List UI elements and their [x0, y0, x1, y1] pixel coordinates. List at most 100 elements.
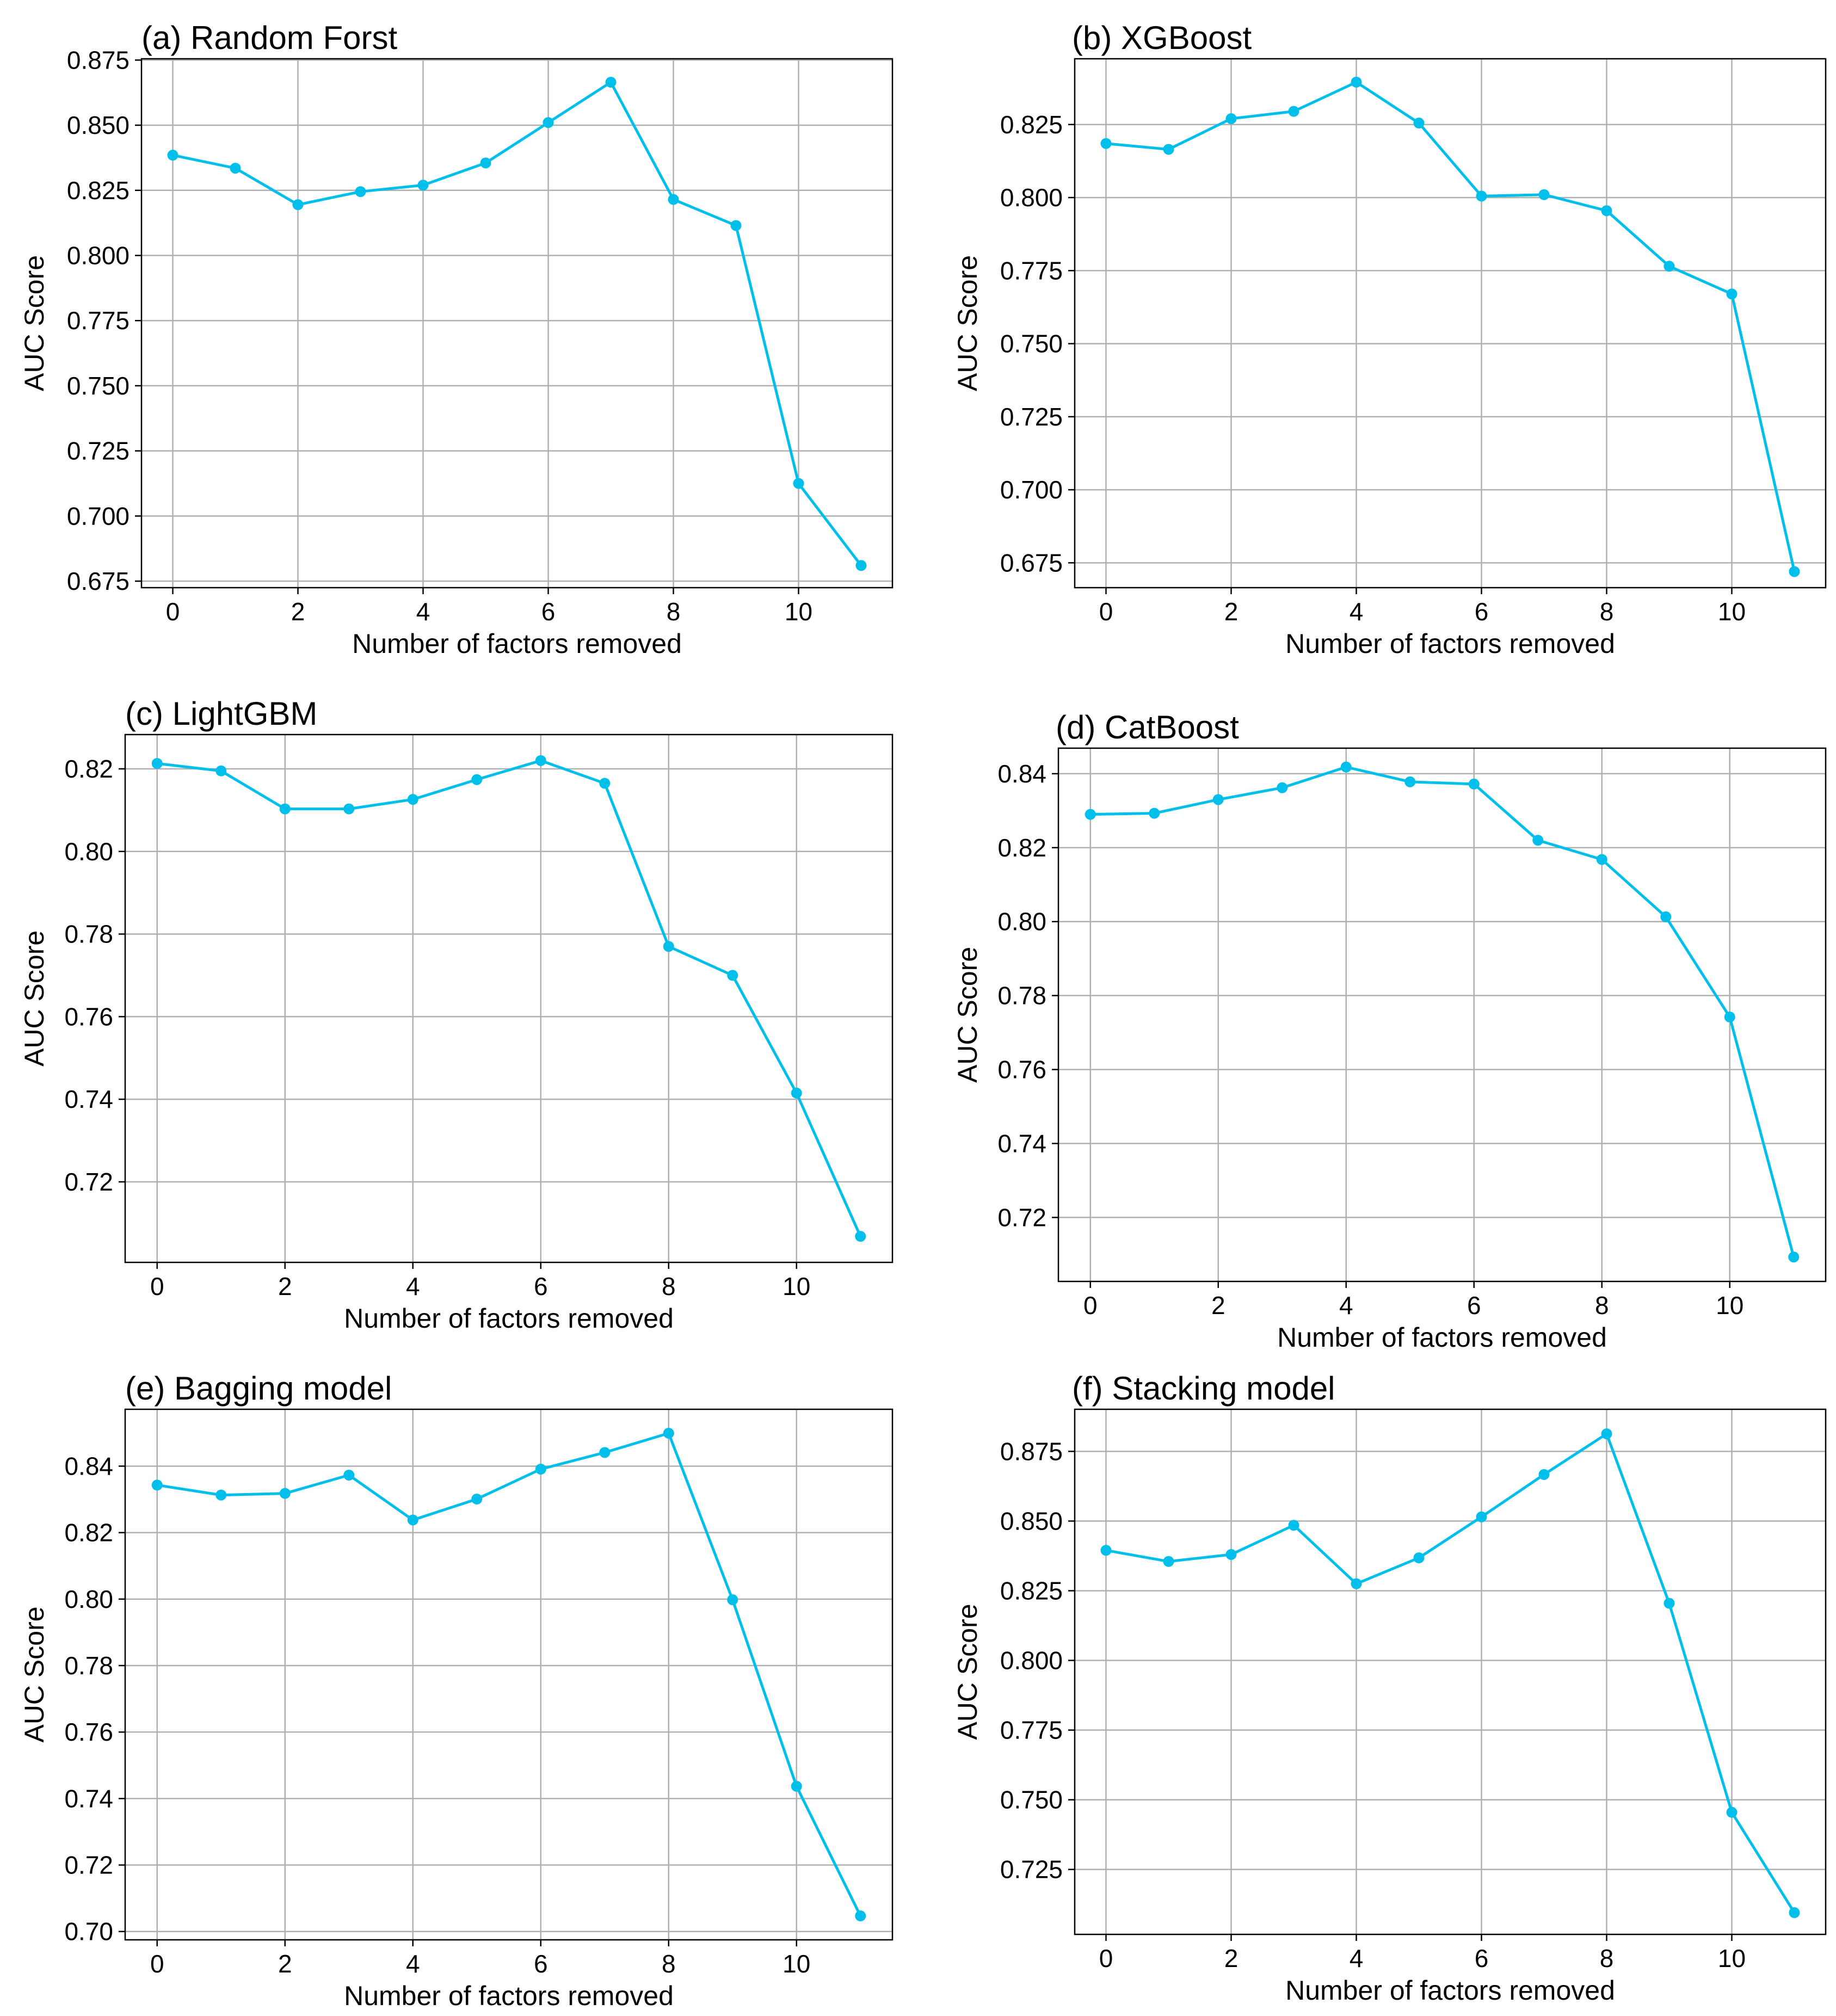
series-line [1106, 81, 1796, 572]
panel-title: (e) Bagging model [125, 1370, 392, 1407]
data-point [1788, 1251, 1800, 1263]
data-point [480, 157, 491, 169]
x-tick-label: 2 [1224, 597, 1239, 626]
y-axis-label: AUC Score [952, 947, 983, 1083]
x-tick-label: 0 [166, 597, 180, 626]
data-point [279, 1488, 291, 1499]
x-tick-label: 8 [1600, 597, 1614, 626]
x-tick-label: 8 [662, 1272, 676, 1300]
plot-frame [124, 1408, 894, 1941]
x-tick-label: 0 [1083, 1291, 1098, 1320]
y-tick-label: 0.775 [1000, 256, 1063, 285]
x-tick-label: 2 [1224, 1944, 1239, 1972]
y-tick-label: 0.84 [997, 760, 1046, 788]
y-tick-label: 0.825 [67, 176, 130, 205]
x-tick-label: 4 [1339, 1291, 1353, 1320]
data-point [1212, 794, 1224, 805]
x-tick-label: 8 [1600, 1944, 1614, 1972]
data-point [1085, 809, 1096, 820]
data-point [1476, 1511, 1487, 1522]
y-tick-label: 0.750 [67, 372, 130, 400]
data-point [727, 1594, 738, 1606]
x-tick-label: 0 [1099, 1944, 1113, 1972]
y-axis-label: AUC Score [952, 255, 983, 391]
data-point [151, 1479, 163, 1491]
x-tick-label: 6 [541, 597, 556, 626]
x-axis-label: Number of factors removed [344, 1981, 674, 2011]
panel-c: 0 2 4 6 8 10 0.72 0.74 0.76 0.78 0.80 0.82 Number of… [19, 695, 894, 1334]
data-point [1538, 1469, 1550, 1480]
data-point [791, 1780, 802, 1792]
x-tick-label: 0 [150, 1950, 164, 1978]
data-point [292, 199, 304, 211]
panel-e: 0 2 4 6 8 10 0.70 0.72 0.74 0.76 0.78 0.80 0.82 0.84 N… [19, 1370, 894, 2011]
data-point [1404, 776, 1416, 787]
data-point [471, 774, 483, 785]
data-point [151, 758, 163, 769]
y-axis-label: AUC Score [19, 930, 50, 1066]
data-point [1789, 566, 1800, 577]
data-point [1225, 1549, 1237, 1560]
y-tick-label: 0.74 [64, 1085, 113, 1113]
data-point [1100, 138, 1112, 149]
data-point [599, 778, 611, 789]
data-point [855, 1910, 866, 1922]
x-tick-label: 2 [291, 597, 305, 626]
panel-title: (c) LightGBM [125, 695, 317, 732]
data-point [1413, 118, 1425, 129]
x-tick-label: 2 [278, 1950, 292, 1978]
data-point [1413, 1552, 1425, 1564]
y-tick-label: 0.875 [67, 46, 130, 74]
data-point [605, 77, 617, 88]
data-point [1100, 1545, 1112, 1556]
x-tick-label: 8 [1595, 1291, 1609, 1320]
data-point [1163, 1556, 1174, 1567]
plot-frame [1074, 58, 1827, 589]
plot-frame [140, 58, 894, 589]
y-tick-label: 0.72 [64, 1168, 113, 1196]
data-point [793, 478, 804, 489]
data-point [471, 1493, 483, 1505]
x-tick-label: 6 [534, 1272, 548, 1300]
y-axis-label: AUC Score [19, 255, 50, 391]
panel-d: 0 2 4 6 8 10 0.72 0.74 0.76 0.78 0.80 0.82 0.84 Numbe… [952, 709, 1827, 1353]
data-point [535, 1463, 546, 1475]
x-tick-label: 6 [534, 1950, 548, 1978]
data-point [663, 1427, 674, 1439]
y-tick-label: 0.82 [997, 834, 1046, 862]
x-axis-label: Number of factors removed [1285, 1975, 1615, 2006]
data-point [407, 1514, 418, 1526]
x-tick-label: 2 [278, 1272, 292, 1300]
x-axis-label: Number of factors removed [344, 1303, 674, 1334]
panel-title: (b) XGBoost [1072, 20, 1252, 56]
x-axis-label: Number of factors removed [1277, 1322, 1607, 1353]
data-point [343, 1469, 355, 1481]
data-point [1476, 190, 1487, 202]
x-tick-label: 6 [1467, 1291, 1481, 1320]
data-point [1351, 76, 1362, 88]
data-point [535, 755, 546, 766]
y-tick-label: 0.775 [67, 306, 130, 335]
y-tick-label: 0.800 [67, 242, 130, 270]
data-point [1664, 261, 1675, 272]
x-tick-label: 6 [1475, 597, 1489, 626]
y-axis-label: AUC Score [19, 1606, 50, 1742]
x-tick-label: 6 [1475, 1944, 1489, 1972]
panel-a: 0 2 4 6 8 10 0.675 0.700 0.725 0.750 0.775 0.800 0.8… [19, 20, 894, 659]
y-tick-label: 0.82 [64, 1519, 113, 1547]
data-point [343, 803, 355, 815]
data-point [855, 1231, 866, 1242]
series-line [172, 81, 862, 566]
data-point [1163, 144, 1174, 155]
x-tick-label: 8 [662, 1950, 676, 1978]
y-tick-label: 0.82 [64, 755, 113, 783]
x-tick-label: 0 [1099, 597, 1113, 626]
y-axis-label: AUC Score [952, 1604, 983, 1740]
y-tick-label: 0.72 [64, 1851, 113, 1879]
y-tick-label: 0.76 [997, 1056, 1046, 1084]
data-point [167, 150, 178, 161]
x-tick-label: 10 [783, 1950, 810, 1978]
y-tick-label: 0.78 [64, 1651, 113, 1680]
y-tick-label: 0.725 [1000, 403, 1063, 431]
